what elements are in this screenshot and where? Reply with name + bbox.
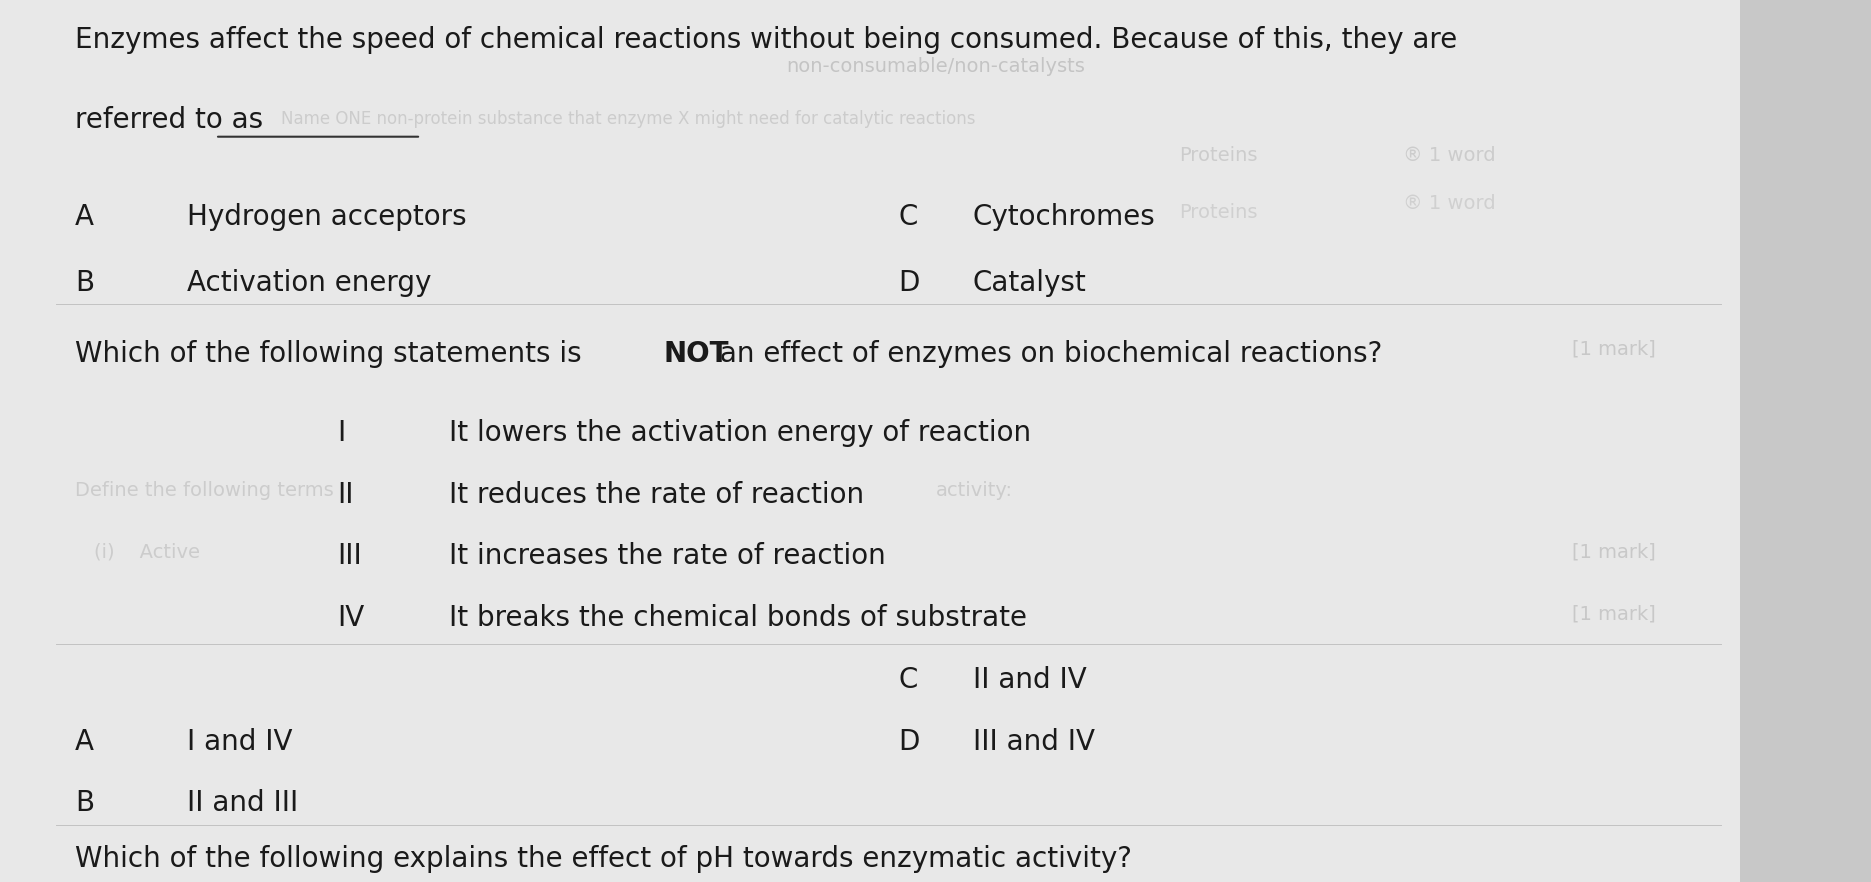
Text: It increases the rate of reaction: It increases the rate of reaction: [449, 542, 885, 571]
Text: non-consumable/non-catalysts: non-consumable/non-catalysts: [786, 57, 1085, 77]
Text: ® 1 word: ® 1 word: [1403, 194, 1497, 213]
Text: It reduces the rate of reaction: It reduces the rate of reaction: [449, 481, 864, 509]
Text: referred to as: referred to as: [75, 106, 264, 134]
Text: Define the following terms: Define the following terms: [75, 481, 333, 500]
Text: Catalyst: Catalyst: [973, 269, 1087, 297]
Text: II and IV: II and IV: [973, 666, 1087, 694]
FancyBboxPatch shape: [0, 0, 1740, 882]
Text: Enzymes affect the speed of chemical reactions without being consumed. Because o: Enzymes affect the speed of chemical rea…: [75, 26, 1458, 55]
Text: Proteins: Proteins: [1179, 146, 1257, 165]
Text: [1 mark]: [1 mark]: [1572, 340, 1656, 359]
Text: B: B: [75, 269, 94, 297]
Text: D: D: [898, 269, 919, 297]
Text: Proteins: Proteins: [1179, 203, 1257, 222]
Text: C: C: [898, 666, 917, 694]
Text: II: II: [337, 481, 354, 509]
Text: It breaks the chemical bonds of substrate: It breaks the chemical bonds of substrat…: [449, 604, 1027, 632]
Text: Hydrogen acceptors: Hydrogen acceptors: [187, 203, 466, 231]
Text: [1 mark]: [1 mark]: [1572, 604, 1656, 624]
Text: B: B: [75, 789, 94, 818]
Text: C: C: [898, 203, 917, 231]
Text: III and IV: III and IV: [973, 728, 1095, 756]
Text: an effect of enzymes on biochemical reactions?: an effect of enzymes on biochemical reac…: [711, 340, 1383, 368]
Text: Name ONE non-protein substance that enzyme X might need for catalytic reactions: Name ONE non-protein substance that enzy…: [281, 110, 975, 128]
Text: NOT: NOT: [662, 340, 730, 368]
Text: I: I: [337, 419, 344, 447]
Text: activity:: activity:: [936, 481, 1012, 500]
Text: A: A: [75, 203, 94, 231]
Text: ® 1 word: ® 1 word: [1403, 146, 1497, 165]
Text: I and IV: I and IV: [187, 728, 292, 756]
Text: It lowers the activation energy of reaction: It lowers the activation energy of react…: [449, 419, 1031, 447]
Text: Cytochromes: Cytochromes: [973, 203, 1156, 231]
Text: Activation energy: Activation energy: [187, 269, 432, 297]
Text: II and III: II and III: [187, 789, 297, 818]
Text: IV: IV: [337, 604, 365, 632]
Text: [1 mark]: [1 mark]: [1572, 542, 1656, 562]
Text: (i)    Active: (i) Active: [94, 542, 200, 562]
Text: D: D: [898, 728, 919, 756]
Text: III: III: [337, 542, 361, 571]
Text: Which of the following explains the effect of pH towards enzymatic activity?: Which of the following explains the effe…: [75, 845, 1132, 873]
Text: Which of the following statements is: Which of the following statements is: [75, 340, 591, 368]
Text: A: A: [75, 728, 94, 756]
